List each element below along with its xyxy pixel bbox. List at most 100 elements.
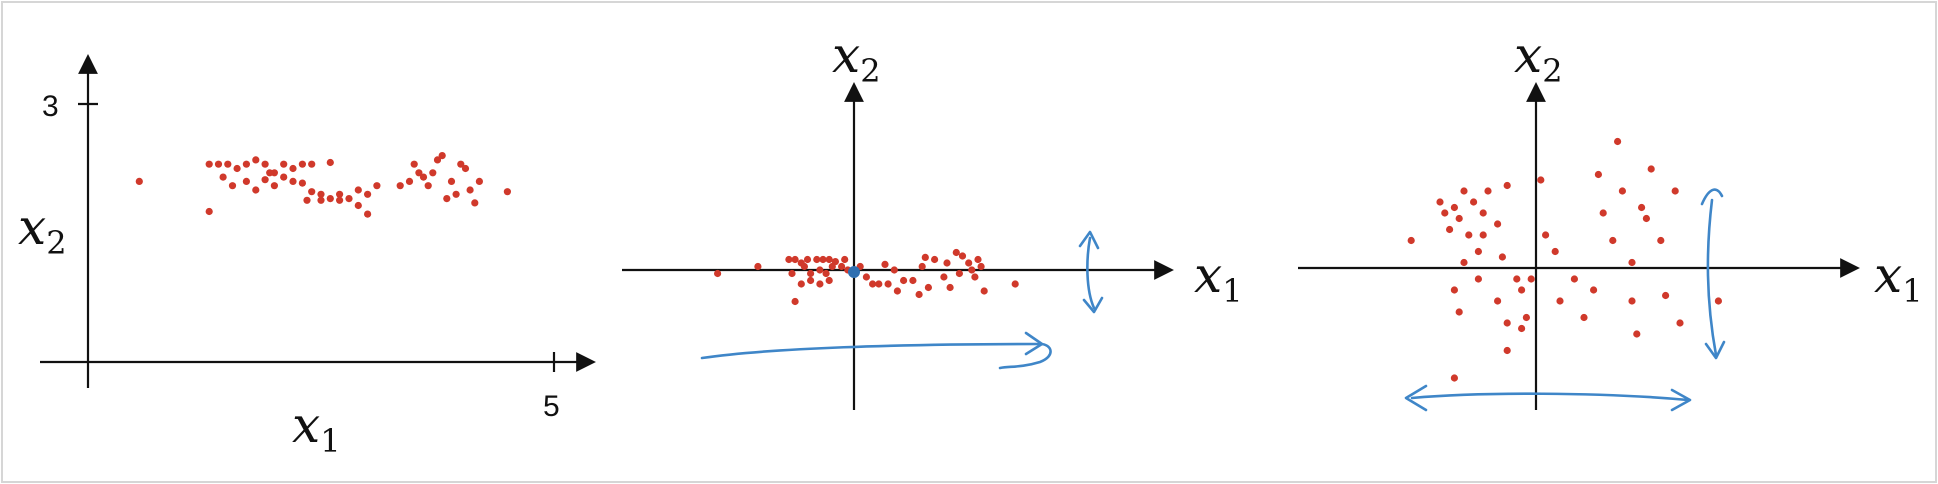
data-point bbox=[1657, 236, 1665, 245]
data-point bbox=[1503, 181, 1511, 190]
data-point bbox=[252, 156, 260, 164]
data-point bbox=[1450, 286, 1458, 294]
data-point bbox=[1522, 313, 1530, 322]
data-point bbox=[791, 297, 799, 306]
data-point bbox=[354, 201, 362, 210]
data-point bbox=[1638, 203, 1646, 212]
data-point bbox=[205, 207, 213, 216]
data-point bbox=[952, 248, 960, 257]
data-point bbox=[1590, 286, 1598, 294]
data-point bbox=[974, 255, 982, 264]
data-point bbox=[862, 273, 871, 281]
data-point bbox=[1436, 198, 1444, 206]
data-point bbox=[135, 177, 143, 185]
p3-horizontal-arrowhead-right bbox=[1670, 388, 1692, 412]
data-point bbox=[816, 280, 824, 288]
data-point bbox=[918, 262, 926, 271]
data-point bbox=[965, 259, 973, 267]
data-point bbox=[1407, 236, 1415, 245]
data-point bbox=[326, 195, 334, 203]
data-point bbox=[971, 273, 979, 281]
data-point bbox=[261, 176, 269, 184]
data-point bbox=[466, 186, 474, 194]
p1-y-label: x2 bbox=[18, 198, 67, 262]
data-point bbox=[308, 188, 316, 196]
data-point bbox=[266, 169, 274, 177]
data-point bbox=[419, 173, 428, 181]
data-point bbox=[242, 177, 250, 185]
p2-x-label: x1 bbox=[1194, 246, 1243, 310]
p2-data-points bbox=[714, 248, 1019, 306]
data-point bbox=[345, 195, 353, 203]
panel-mean-subtracted: x2 x1 bbox=[622, 26, 1243, 410]
data-point bbox=[1494, 297, 1502, 305]
data-point bbox=[1503, 346, 1511, 355]
data-point bbox=[893, 287, 902, 295]
data-point bbox=[946, 283, 954, 292]
p3-vertical-arrowhead-bottom bbox=[1704, 340, 1726, 360]
data-point bbox=[298, 160, 306, 168]
data-point bbox=[405, 177, 414, 185]
data-point bbox=[354, 186, 362, 194]
data-point bbox=[754, 262, 762, 271]
data-point bbox=[1551, 247, 1559, 256]
data-point bbox=[261, 160, 269, 168]
data-point bbox=[1460, 258, 1468, 267]
data-point bbox=[1455, 308, 1463, 316]
panel-original: 3 5 x2 x1 bbox=[18, 54, 596, 460]
data-point bbox=[438, 152, 446, 160]
data-point bbox=[1594, 170, 1602, 179]
data-point bbox=[1580, 313, 1588, 322]
data-point bbox=[1465, 231, 1473, 239]
data-point bbox=[461, 164, 470, 173]
data-point bbox=[819, 255, 827, 264]
p3-data-points bbox=[1407, 137, 1722, 382]
data-point bbox=[364, 210, 372, 218]
data-point bbox=[797, 280, 805, 288]
data-point bbox=[233, 164, 241, 173]
data-point bbox=[900, 276, 908, 285]
data-point bbox=[1498, 253, 1506, 261]
data-point bbox=[308, 160, 316, 168]
data-point bbox=[280, 173, 288, 181]
data-point bbox=[396, 182, 404, 190]
data-point bbox=[1450, 203, 1458, 212]
data-point bbox=[336, 190, 344, 198]
data-point bbox=[785, 255, 793, 264]
data-point bbox=[1494, 220, 1502, 228]
p3-horizontal-spread-arrow bbox=[1410, 392, 1690, 402]
data-point bbox=[791, 255, 799, 264]
p1-data-points bbox=[135, 152, 511, 218]
p3-y-label: x2 bbox=[1514, 26, 1563, 90]
p2-vertical-arrowhead-bottom bbox=[1082, 296, 1104, 314]
data-point bbox=[1556, 297, 1564, 305]
data-point bbox=[475, 177, 483, 185]
p1-x-label: x1 bbox=[292, 396, 341, 460]
data-point bbox=[884, 280, 892, 288]
data-point bbox=[1455, 214, 1463, 223]
data-point bbox=[1441, 209, 1449, 217]
data-point bbox=[252, 186, 260, 194]
data-point bbox=[1662, 291, 1670, 300]
data-point bbox=[1633, 330, 1641, 338]
data-point bbox=[1460, 187, 1468, 195]
data-point bbox=[303, 196, 311, 204]
data-point bbox=[968, 266, 976, 274]
data-point bbox=[1484, 187, 1492, 195]
data-point bbox=[457, 160, 465, 168]
p2-horizontal-spread-arrow bbox=[700, 342, 1052, 370]
data-point bbox=[205, 160, 213, 168]
data-point bbox=[1542, 231, 1550, 239]
p2-vertical-arrowhead-top bbox=[1078, 230, 1100, 250]
data-point bbox=[1518, 324, 1526, 333]
data-point bbox=[242, 160, 250, 168]
data-point bbox=[228, 182, 237, 190]
data-point bbox=[841, 255, 849, 264]
data-point bbox=[1518, 286, 1526, 294]
data-point bbox=[1446, 225, 1454, 234]
data-point bbox=[1570, 275, 1578, 283]
data-point bbox=[958, 252, 967, 260]
data-point bbox=[1676, 319, 1684, 327]
